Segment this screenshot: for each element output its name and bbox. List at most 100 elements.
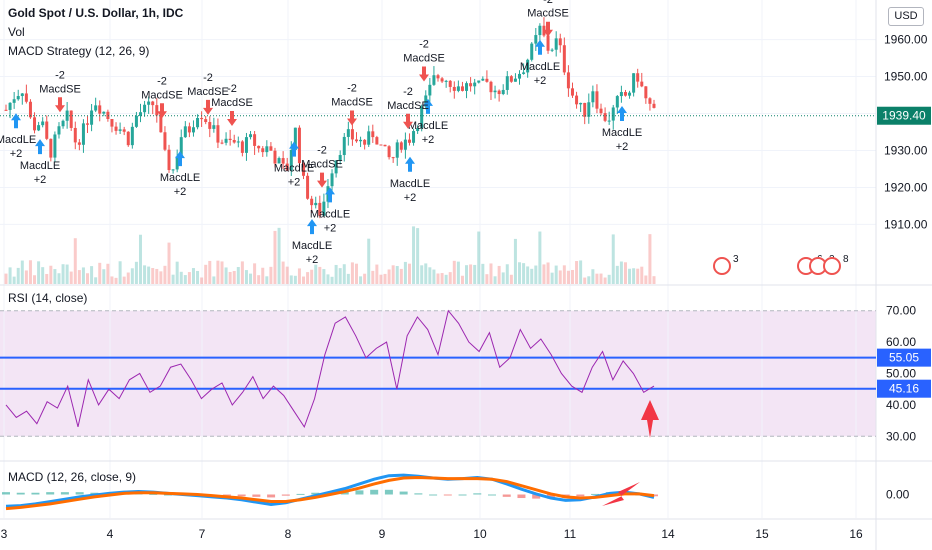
candle-body (603, 113, 607, 121)
candle-body (640, 81, 644, 87)
short-entry-arrow (203, 99, 213, 115)
candle-body (485, 78, 489, 82)
short-entry-arrow (157, 103, 167, 119)
candle-body (212, 125, 216, 129)
candle-body (395, 142, 399, 158)
rsi-band (0, 310, 876, 437)
volume-bar (289, 275, 293, 284)
volume-bar (261, 267, 265, 284)
volume-bar (465, 265, 469, 284)
candle-body (4, 109, 8, 111)
candle-body (200, 117, 204, 120)
candle-body (57, 126, 61, 135)
candle-body (363, 139, 367, 145)
candle-body (322, 201, 326, 216)
candle-body (632, 73, 636, 93)
volume-bar (575, 261, 579, 284)
candle-body (505, 76, 509, 90)
candle-body (403, 139, 407, 150)
long-entry-qty: +2 (174, 186, 187, 198)
volume-bar (122, 276, 126, 284)
economic-event-flag-icon (823, 257, 841, 275)
candle-body (354, 139, 358, 142)
macd-tick-label: 0.00 (886, 488, 910, 502)
volume-bar (338, 268, 342, 284)
volume-bar (200, 277, 204, 284)
candle-body (346, 129, 350, 137)
candle-body (338, 155, 342, 161)
candle-body (587, 102, 591, 117)
volume-bar (452, 260, 456, 284)
candle-body (599, 108, 603, 114)
candle-body (155, 105, 159, 116)
volume-bar (41, 267, 45, 284)
volume-bar (473, 264, 477, 284)
short-entry-label: MacdSE (211, 97, 253, 109)
candle-body (550, 49, 554, 51)
volume-bar (159, 271, 163, 284)
candle-body (228, 138, 232, 141)
volume-bar (204, 264, 208, 284)
candle-body (575, 95, 579, 105)
candle-body (334, 160, 338, 174)
volume-bar (534, 265, 538, 284)
candle-body (407, 139, 411, 143)
candle-body (591, 91, 595, 103)
candle-body (65, 110, 69, 121)
volume-bar (49, 265, 53, 284)
candle-body (94, 105, 98, 111)
candle-body (24, 93, 28, 102)
strategy-legend: MACD Strategy (12, 26, 9) (8, 44, 150, 58)
volume-bar (244, 270, 248, 284)
volume-bar (383, 273, 387, 284)
candle-body (314, 202, 318, 206)
volume-bar (509, 274, 513, 284)
candle-body (501, 89, 505, 95)
candle-body (257, 145, 261, 149)
candle-body (244, 137, 248, 153)
volume-bar (460, 275, 464, 284)
long-entry-qty: +2 (534, 75, 547, 87)
volume-bar (518, 262, 522, 284)
volume-bar (354, 263, 358, 284)
rsi-legend: RSI (14, close) (8, 291, 88, 305)
candle-body (151, 101, 155, 106)
volume-bar (346, 273, 350, 284)
x-tick-label: 7 (199, 527, 206, 541)
volume-bar (240, 261, 244, 284)
short-entry-arrow (403, 113, 413, 129)
macd-histogram-bar (60, 492, 69, 495)
macd-histogram-bar (222, 494, 231, 496)
volume-bar (375, 264, 379, 284)
short-entry-qty: -2 (55, 69, 65, 81)
candle-body (375, 137, 379, 145)
volume-bar (489, 263, 493, 284)
volume-bar (550, 272, 554, 284)
event-count: 3 (733, 254, 739, 265)
candle-body (416, 128, 420, 132)
x-tick-label: 16 (849, 527, 863, 541)
macd-histogram-bar (458, 494, 467, 496)
volume-bar (330, 276, 334, 284)
volume-bar (318, 266, 322, 284)
macd-line (5, 473, 655, 508)
candle-body (440, 78, 444, 82)
macd-histogram-bar (2, 492, 10, 495)
currency-button[interactable]: USD (888, 7, 924, 26)
volume-bar (420, 265, 424, 284)
volume-bar (350, 262, 354, 284)
volume-bar (86, 273, 90, 284)
macd-histogram-bar (502, 494, 511, 497)
volume-bar (615, 265, 619, 284)
macd-histogram-bar (517, 494, 526, 499)
volume-bar (522, 263, 526, 284)
candle-body (611, 107, 615, 121)
candle-body (208, 122, 212, 129)
volume-bar (249, 273, 253, 284)
volume-bar (542, 264, 546, 284)
candle-body (379, 144, 383, 146)
macd-histogram-bar (429, 494, 438, 496)
volume-bar (228, 271, 232, 284)
volume-bar (403, 261, 407, 284)
